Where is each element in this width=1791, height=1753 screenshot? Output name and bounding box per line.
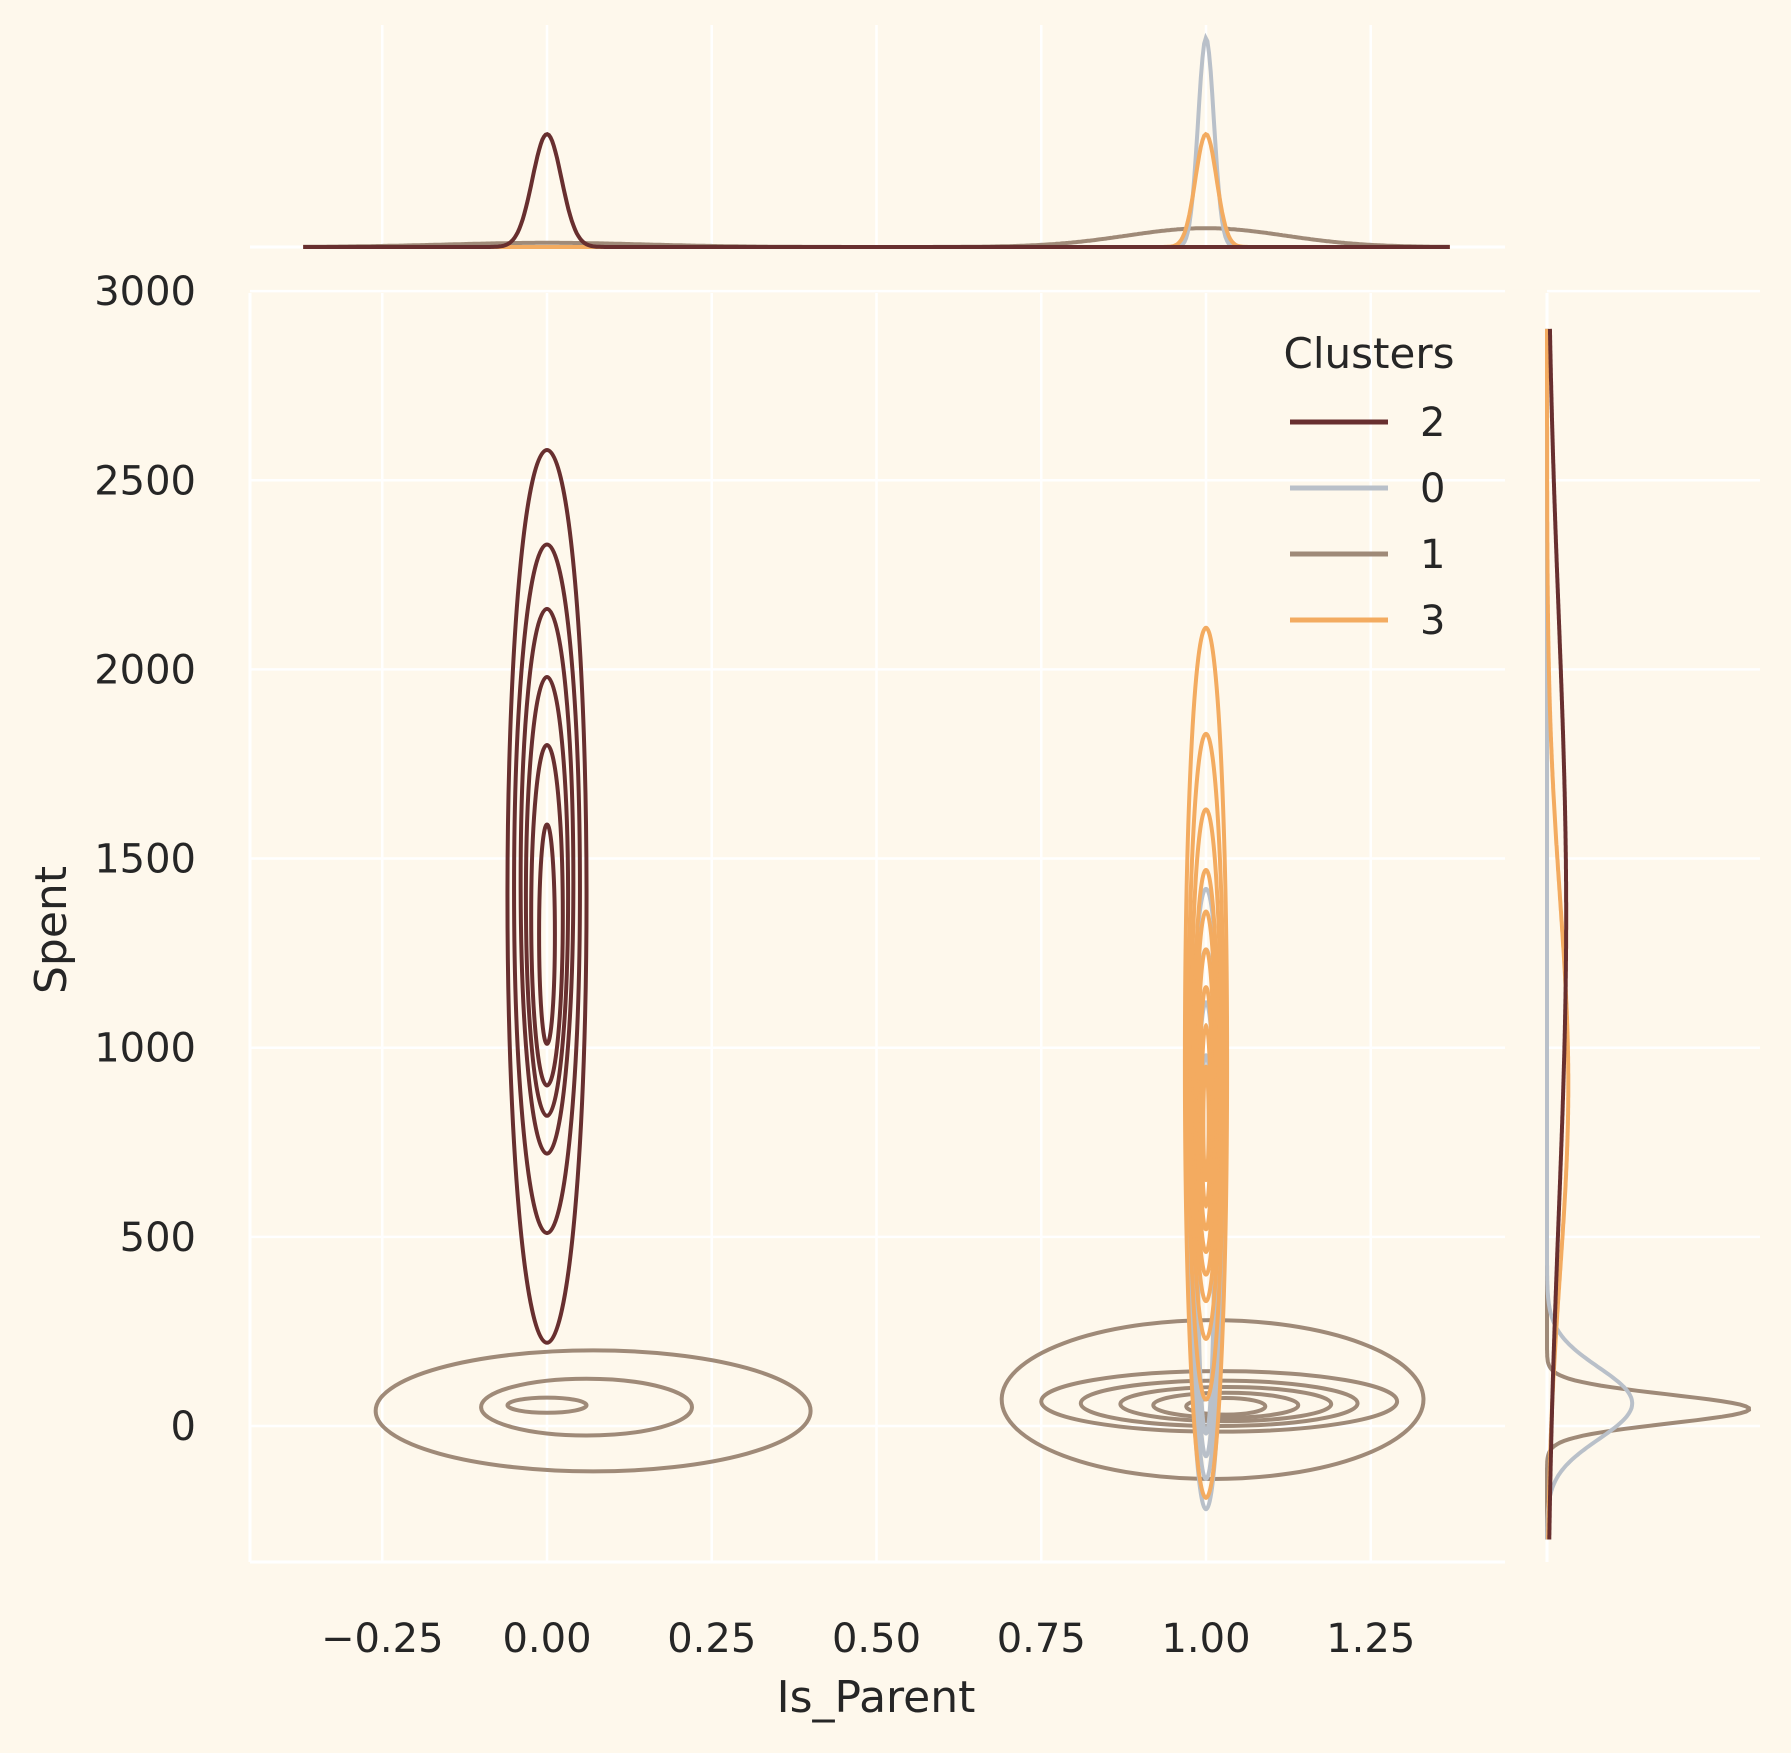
y-tick-label: 1000 bbox=[94, 1026, 196, 1072]
cluster-3-contour bbox=[1188, 807, 1224, 1341]
cluster-3-contour bbox=[1182, 625, 1230, 1500]
x-axis-label: Is_Parent bbox=[777, 1672, 976, 1723]
x-tick-label: −0.25 bbox=[321, 1616, 444, 1662]
cluster-1-contour bbox=[1184, 1396, 1268, 1417]
y-tick-label: 3000 bbox=[94, 269, 196, 315]
cluster-3-contour bbox=[1201, 1064, 1211, 1183]
marginal-x-kde bbox=[303, 32, 1450, 249]
legend-label: 3 bbox=[1420, 598, 1445, 644]
cluster-1-contour bbox=[373, 1348, 813, 1474]
y-tick-label: 2500 bbox=[94, 458, 196, 504]
cluster-2-marginal-y bbox=[1547, 328, 1569, 1540]
y-tick-label: 0 bbox=[171, 1404, 196, 1450]
cluster-2-contour bbox=[537, 822, 557, 1046]
cluster-1-contour bbox=[1151, 1390, 1301, 1420]
cluster-2-contour bbox=[518, 606, 576, 1156]
x-tick-label: 0.00 bbox=[502, 1616, 591, 1662]
legend-title: Clusters bbox=[1284, 329, 1455, 378]
gridlines bbox=[250, 25, 1760, 1562]
cluster-1-contour bbox=[505, 1395, 589, 1415]
cluster-1-contour bbox=[479, 1376, 694, 1438]
y-axis-label: Spent bbox=[26, 866, 77, 994]
y-tick-label: 2000 bbox=[94, 647, 196, 693]
cluster-2-contour bbox=[512, 542, 582, 1236]
kde-contours bbox=[373, 447, 1426, 1512]
x-tick-label: 0.75 bbox=[997, 1616, 1086, 1662]
cluster-2-contour bbox=[505, 447, 589, 1345]
legend-label: 1 bbox=[1420, 532, 1445, 578]
marginal-y-kde bbox=[1545, 328, 1752, 1540]
tick-labels: −0.25 0.00 0.25 0.50 0.75 1.00 1.25 0 500 1000 150… bbox=[94, 269, 1415, 1662]
x-tick-label: 0.25 bbox=[667, 1616, 756, 1662]
x-tick-label: 1.25 bbox=[1326, 1616, 1415, 1662]
x-tick-label: 1.00 bbox=[1161, 1616, 1250, 1662]
y-tick-label: 500 bbox=[120, 1215, 196, 1261]
y-tick-label: 1500 bbox=[94, 837, 196, 883]
x-tick-label: 0.50 bbox=[832, 1616, 921, 1662]
legend: Clusters 2 0 1 3 bbox=[1284, 329, 1455, 644]
cluster-3-contour bbox=[1186, 731, 1226, 1402]
cluster-1-contour bbox=[1118, 1385, 1334, 1424]
cluster-2-marginal-x bbox=[303, 132, 1450, 249]
legend-label: 2 bbox=[1420, 400, 1445, 446]
cluster-2-contour bbox=[523, 674, 571, 1118]
cluster-2-contour bbox=[529, 743, 565, 1088]
legend-label: 0 bbox=[1420, 466, 1445, 512]
